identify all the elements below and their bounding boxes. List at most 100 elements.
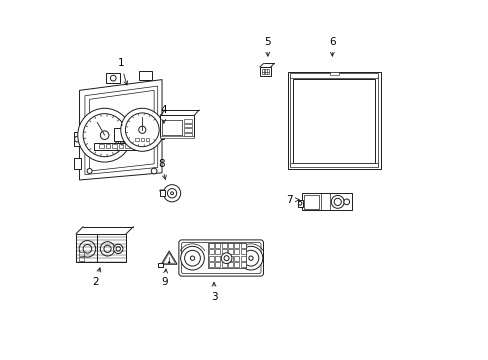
- Circle shape: [120, 141, 123, 144]
- Circle shape: [83, 114, 126, 157]
- Bar: [99, 144, 104, 148]
- Bar: [261, 69, 268, 74]
- FancyBboxPatch shape: [181, 242, 261, 274]
- Bar: [227, 249, 233, 254]
- Circle shape: [298, 202, 301, 205]
- Text: 6: 6: [328, 37, 335, 56]
- Bar: [241, 256, 245, 261]
- Bar: [215, 243, 220, 248]
- Polygon shape: [160, 190, 164, 196]
- Circle shape: [74, 136, 80, 142]
- Bar: [234, 243, 239, 248]
- Bar: [221, 249, 226, 254]
- Bar: [183, 133, 192, 136]
- Bar: [207, 243, 245, 268]
- Bar: [79, 257, 84, 261]
- Bar: [94, 143, 145, 149]
- Circle shape: [170, 192, 173, 195]
- Circle shape: [129, 141, 132, 144]
- Circle shape: [333, 198, 341, 206]
- Bar: [160, 136, 194, 138]
- Bar: [162, 121, 182, 135]
- Bar: [260, 67, 270, 76]
- Text: 7: 7: [285, 195, 299, 205]
- Bar: [183, 129, 192, 132]
- Text: 3: 3: [210, 282, 217, 302]
- Bar: [221, 243, 226, 248]
- Circle shape: [168, 262, 169, 263]
- Text: 2: 2: [92, 268, 101, 287]
- Bar: [158, 263, 163, 267]
- Bar: [112, 144, 117, 148]
- Bar: [301, 193, 351, 211]
- Bar: [145, 138, 149, 141]
- Bar: [293, 79, 374, 163]
- Bar: [297, 200, 302, 207]
- Bar: [221, 256, 226, 261]
- Circle shape: [224, 256, 228, 261]
- Circle shape: [87, 168, 92, 174]
- Circle shape: [100, 242, 115, 256]
- Circle shape: [163, 185, 180, 202]
- Bar: [208, 249, 213, 254]
- Circle shape: [239, 246, 262, 270]
- Bar: [215, 262, 220, 267]
- Bar: [215, 249, 220, 254]
- Circle shape: [78, 108, 131, 162]
- Bar: [140, 138, 144, 141]
- Text: 5: 5: [264, 37, 270, 56]
- Circle shape: [121, 108, 163, 151]
- Bar: [158, 128, 164, 139]
- Circle shape: [116, 141, 119, 144]
- Bar: [290, 163, 377, 167]
- Bar: [241, 262, 245, 267]
- Bar: [74, 158, 81, 169]
- Bar: [241, 243, 245, 248]
- Bar: [241, 249, 245, 254]
- Circle shape: [167, 189, 176, 198]
- Bar: [215, 256, 220, 261]
- Bar: [135, 138, 139, 141]
- Circle shape: [113, 244, 122, 253]
- Text: 8: 8: [158, 159, 166, 179]
- Text: 9: 9: [161, 269, 168, 287]
- Text: 1: 1: [117, 58, 127, 85]
- Bar: [105, 144, 110, 148]
- Bar: [208, 256, 213, 261]
- Circle shape: [151, 168, 157, 174]
- Bar: [329, 72, 338, 75]
- Bar: [227, 262, 233, 267]
- Bar: [227, 243, 233, 248]
- Polygon shape: [287, 72, 380, 169]
- FancyBboxPatch shape: [179, 240, 263, 276]
- Circle shape: [221, 253, 231, 264]
- Bar: [208, 262, 213, 267]
- Bar: [160, 116, 194, 137]
- Bar: [227, 256, 233, 261]
- Polygon shape: [163, 253, 175, 263]
- Bar: [131, 144, 136, 148]
- Circle shape: [100, 131, 109, 139]
- Bar: [74, 132, 81, 146]
- Circle shape: [104, 245, 111, 252]
- Bar: [208, 243, 213, 248]
- Bar: [113, 128, 133, 140]
- Bar: [290, 73, 377, 78]
- Bar: [234, 256, 239, 261]
- Circle shape: [110, 75, 116, 81]
- Bar: [76, 234, 126, 262]
- Polygon shape: [89, 90, 154, 171]
- Circle shape: [180, 246, 204, 270]
- Circle shape: [116, 247, 120, 251]
- Bar: [160, 190, 164, 196]
- Bar: [119, 144, 123, 148]
- Circle shape: [190, 256, 194, 260]
- Bar: [139, 71, 152, 80]
- Bar: [106, 73, 120, 83]
- Bar: [303, 195, 318, 209]
- Bar: [183, 124, 192, 127]
- Bar: [183, 119, 192, 123]
- Circle shape: [83, 244, 92, 253]
- Bar: [125, 144, 129, 148]
- Circle shape: [248, 256, 253, 260]
